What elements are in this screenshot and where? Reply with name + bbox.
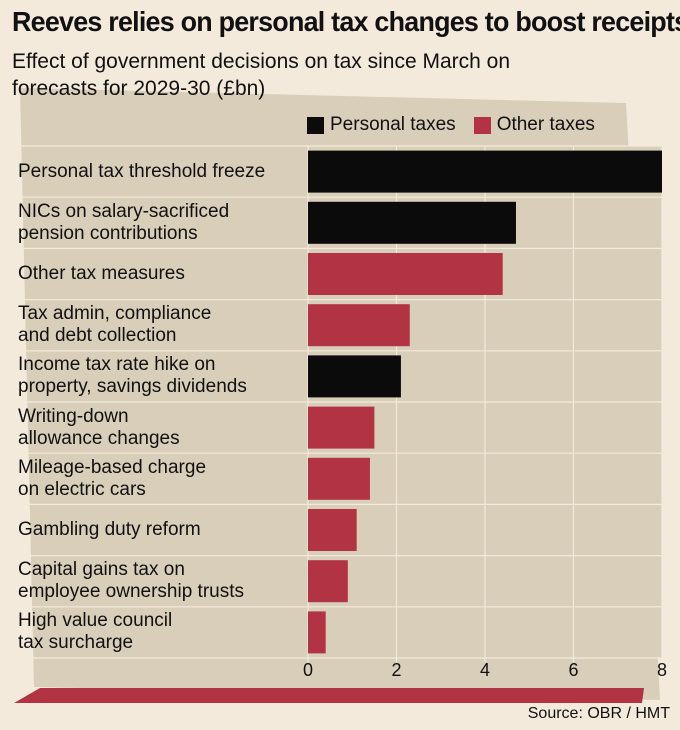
category-label-text: Gambling duty reform — [18, 519, 201, 541]
category-label: Writing-down allowance changes — [18, 402, 303, 453]
legend-label-personal: Personal taxes — [330, 114, 456, 135]
bar — [308, 150, 662, 193]
category-label-line: employee ownership trusts — [18, 581, 244, 603]
category-label: Other tax measures — [18, 248, 303, 299]
category-label-text: Income tax rate hike on property, savings… — [18, 354, 247, 398]
legend-label-other: Other taxes — [496, 114, 595, 135]
category-label-text: High value council tax surcharge — [18, 610, 172, 654]
x-tick-label: 4 — [479, 660, 490, 680]
bar — [308, 201, 516, 244]
category-label-text: Mileage-based charge on electric cars — [18, 457, 206, 501]
category-label-text: Capital gains tax on employee ownership t… — [18, 559, 244, 603]
category-label-line: Other tax measures — [18, 262, 185, 284]
x-tick-label: 8 — [656, 660, 667, 680]
bar — [308, 611, 326, 654]
category-label: Capital gains tax on employee ownership t… — [18, 556, 303, 607]
category-label-text: Writing-down allowance changes — [18, 406, 180, 450]
category-label: Tax admin, compliance and debt collection — [18, 300, 303, 351]
bar — [308, 457, 370, 500]
category-label-line: Personal tax threshold freeze — [18, 160, 266, 182]
category-label: Income tax rate hike on property, savings… — [18, 351, 303, 402]
bar — [308, 560, 348, 603]
chart-subtitle: Effect of government decisions on tax si… — [12, 50, 511, 100]
category-label: Personal tax threshold freeze — [18, 146, 303, 197]
x-tick-label: 6 — [568, 660, 579, 680]
category-label: High value council tax surcharge — [18, 607, 303, 658]
bar — [308, 509, 357, 551]
category-label-line: Gambling duty reform — [18, 518, 201, 540]
category-label: Gambling duty reform — [18, 504, 303, 555]
category-label-line: Income tax rate hike on — [18, 354, 216, 376]
category-label-line: property, savings dividends — [18, 376, 247, 398]
bar — [308, 253, 503, 295]
category-label-line: Writing-down — [18, 405, 129, 427]
category-label-line: Capital gains tax on — [18, 559, 185, 581]
category-label-line: Mileage-based charge — [18, 456, 207, 478]
legend-swatch-other — [473, 116, 491, 134]
legend-item-other: Other taxes — [473, 114, 595, 136]
category-label-line: pension contributions — [18, 222, 198, 244]
category-label-line: and debt collection — [18, 325, 177, 347]
bar — [308, 355, 401, 398]
chart-legend: Personal taxes Other taxes — [307, 114, 613, 136]
category-label-line: on electric cars — [18, 478, 146, 500]
category-label-line: NICs on salary-sacrificed — [18, 200, 230, 222]
chart-title: Reeves relies on personal tax changes to… — [12, 6, 680, 37]
category-label-text: Personal tax threshold freeze — [18, 161, 265, 183]
ribbon-decoration — [14, 688, 644, 703]
bar — [308, 406, 375, 449]
category-label-line: Tax admin, compliance — [18, 303, 212, 325]
category-label-text: Other tax measures — [18, 263, 185, 285]
bar — [308, 304, 410, 347]
x-tick-label: 0 — [302, 660, 313, 680]
category-label-line: tax surcharge — [18, 632, 134, 654]
category-label-text: Tax admin, compliance and debt collection — [18, 303, 211, 347]
category-label-line: High value council — [18, 610, 173, 632]
x-tick-label: 2 — [391, 660, 402, 680]
category-label: NICs on salary-sacrificed pension contrib… — [18, 197, 303, 248]
category-label: Mileage-based charge on electric cars — [18, 453, 303, 504]
category-label-line: allowance changes — [18, 427, 180, 449]
legend-swatch-personal — [307, 116, 324, 134]
category-label-text: NICs on salary-sacrificed pension contrib… — [18, 201, 229, 245]
legend-item-personal: Personal taxes — [307, 114, 456, 136]
source-note: Source: OBR / HMT — [527, 705, 670, 722]
